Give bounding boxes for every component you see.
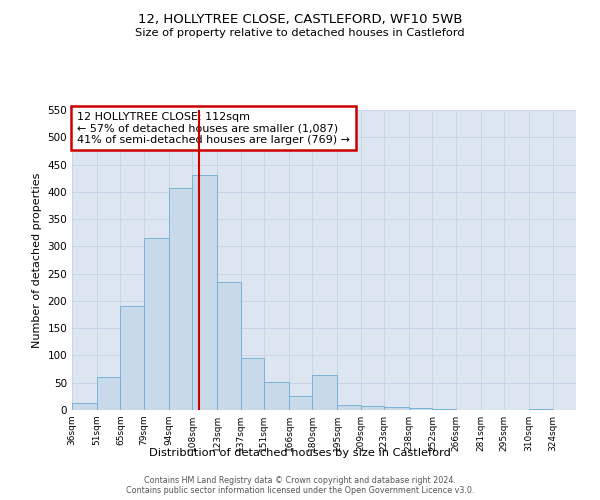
Bar xyxy=(289,396,313,410)
Text: Contains HM Land Registry data © Crown copyright and database right 2024.: Contains HM Land Registry data © Crown c… xyxy=(144,476,456,485)
Text: Contains public sector information licensed under the Open Government Licence v3: Contains public sector information licen… xyxy=(126,486,474,495)
Bar xyxy=(217,282,241,410)
Text: Distribution of detached houses by size in Castleford: Distribution of detached houses by size … xyxy=(149,448,451,458)
Bar xyxy=(169,188,192,410)
Bar xyxy=(361,406,384,410)
Y-axis label: Number of detached properties: Number of detached properties xyxy=(32,172,42,348)
Bar xyxy=(337,404,361,410)
Bar xyxy=(313,374,337,410)
Bar xyxy=(192,176,217,410)
Bar xyxy=(97,378,121,410)
Text: Size of property relative to detached houses in Castleford: Size of property relative to detached ho… xyxy=(135,28,465,38)
Bar xyxy=(264,382,289,410)
Bar xyxy=(144,238,169,410)
Bar xyxy=(529,409,553,410)
Bar xyxy=(121,306,144,410)
Bar xyxy=(409,408,433,410)
Bar xyxy=(384,408,409,410)
Text: 12 HOLLYTREE CLOSE: 112sqm
← 57% of detached houses are smaller (1,087)
41% of s: 12 HOLLYTREE CLOSE: 112sqm ← 57% of deta… xyxy=(77,112,350,144)
Bar xyxy=(241,358,264,410)
Text: 12, HOLLYTREE CLOSE, CASTLEFORD, WF10 5WB: 12, HOLLYTREE CLOSE, CASTLEFORD, WF10 5W… xyxy=(138,12,462,26)
Bar xyxy=(72,404,97,410)
